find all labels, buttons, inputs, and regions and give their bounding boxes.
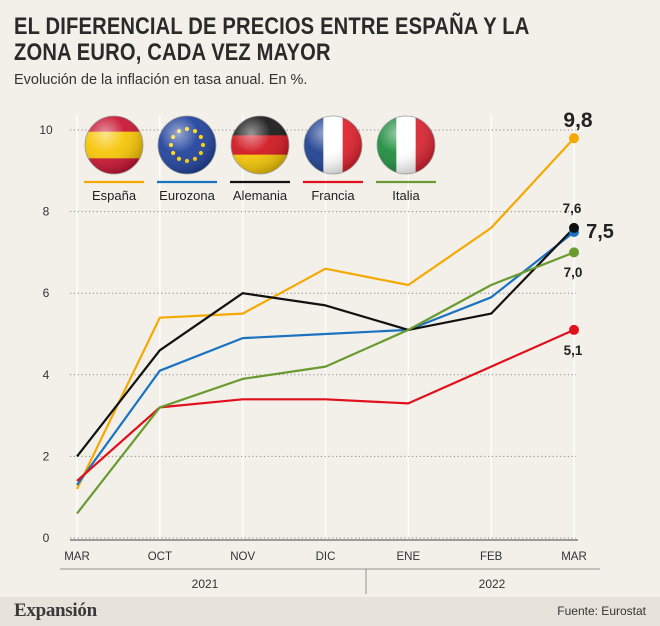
end-label-eu: 7,5	[586, 221, 614, 243]
end-point-germany	[569, 222, 579, 233]
brand-logo: Expansión	[14, 600, 97, 621]
legend-label-eu: Eurozona	[159, 188, 215, 203]
chart-subtitle: Evolución de la inflación en tasa anual.…	[14, 72, 308, 88]
source-note: Fuente: Eurostat	[557, 604, 646, 618]
x-tick-label: NOV	[230, 551, 255, 563]
x-axis: MAR OCT NOV DIC ENE FEB MAR 2021 2022	[60, 539, 600, 594]
x-tick-label: MAR	[561, 551, 587, 563]
series-line-italy	[76, 251, 575, 515]
flag-gloss	[231, 116, 289, 174]
series-line-spain	[76, 137, 575, 490]
series-lines	[76, 133, 579, 515]
y-tick-label: 10	[39, 123, 53, 137]
x-tick-label: ENE	[397, 551, 421, 563]
end-label-france: 5,1	[564, 343, 583, 358]
y-tick-label: 0	[43, 531, 50, 545]
x-tick-label: OCT	[148, 551, 172, 563]
chart-title: EL DIFERENCIAL DE PRECIOS ENTRE ESPAÑA Y…	[14, 13, 529, 66]
line-chart: 0 2 4 6 8 10 MAR OCT NOV DIC ENE FEB MAR 2021 2022 Es…	[39, 109, 614, 594]
legend-label-spain: España	[92, 188, 137, 203]
end-point-italy	[569, 247, 579, 258]
end-labels: 9,8 7,5 7,6 5,1 7,0	[563, 109, 614, 358]
y-tick-label: 4	[43, 368, 50, 382]
x-tick-label: FEB	[480, 551, 503, 563]
end-point-spain	[569, 133, 579, 144]
year-label: 2022	[479, 577, 506, 591]
flag-rim	[157, 115, 217, 175]
series-line-germany	[76, 227, 575, 458]
end-label-italy: 7,0	[564, 265, 583, 280]
end-point-france	[569, 324, 579, 335]
flag-gloss	[377, 116, 435, 174]
legend-label-france: Francia	[311, 188, 355, 203]
legend-label-germany: Alemania	[233, 188, 288, 203]
flag-rim	[303, 115, 363, 175]
y-tick-label: 2	[43, 449, 50, 463]
y-tick-label: 8	[43, 205, 50, 219]
x-tick-label: MAR	[64, 551, 90, 563]
flag-rim	[376, 115, 436, 175]
flag-rim	[230, 115, 290, 175]
y-tick-label: 6	[43, 286, 50, 300]
y-axis: 0 2 4 6 8 10	[39, 123, 53, 545]
legend-label-italy: Italia	[392, 188, 420, 203]
flag-gloss	[158, 116, 216, 174]
legend: España Eurozona Alemania Francia Italia	[84, 115, 436, 203]
x-tick-label: DIC	[316, 551, 336, 563]
series-line-eu	[76, 231, 575, 486]
year-label: 2021	[192, 577, 219, 591]
footer: Expansión Fuente: Eurostat	[0, 597, 660, 626]
flag-rim	[84, 115, 144, 175]
end-label-spain: 9,8	[563, 109, 593, 132]
grid	[70, 115, 576, 540]
flag-gloss	[85, 116, 143, 174]
flag-gloss	[304, 116, 362, 174]
end-label-germany: 7,6	[563, 201, 582, 216]
